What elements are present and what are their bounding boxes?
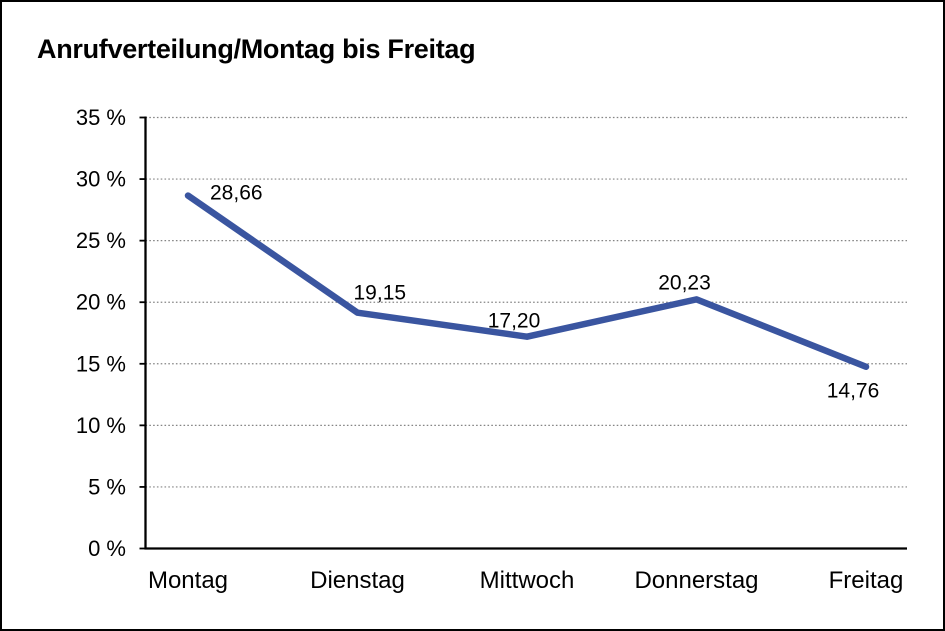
y-tick-label: 0 % [88,536,126,561]
x-tick-label: Freitag [829,567,904,594]
axes [144,116,907,550]
y-axis-labels: 35 % 30 % 25 % 20 % 15 % 10 % 5 % 0 % [76,105,126,561]
value-label: 20,23 [658,271,711,294]
series-polyline [184,192,870,370]
x-axis-labels: Montag Dienstag Mittwoch Donnerstag Freitag [148,567,903,594]
y-tick-label: 15 % [76,351,126,376]
gridlines [145,116,907,488]
y-tick-label: 20 % [76,290,126,315]
value-label: 14,76 [827,380,880,403]
chart-title: Anrufverteilung/Montag bis Freitag [37,34,475,64]
x-tick-label: Montag [148,567,228,594]
value-label: 19,15 [354,282,407,305]
x-tick-label: Dienstag [310,567,405,594]
y-tick-label: 35 % [76,105,126,130]
y-axis-ticks [139,116,146,550]
data-point-labels: 28,66 19,15 17,20 20,23 14,76 [210,182,879,403]
y-tick-label: 10 % [76,413,126,438]
value-label: 17,20 [488,310,541,333]
value-label: 28,66 [210,182,263,205]
y-tick-label: 30 % [76,167,126,192]
y-tick-label: 5 % [88,474,126,499]
x-tick-label: Mittwoch [480,567,575,594]
y-tick-label: 25 % [76,228,126,253]
x-tick-label: Donnerstag [634,567,758,594]
data-series-line [184,192,870,370]
